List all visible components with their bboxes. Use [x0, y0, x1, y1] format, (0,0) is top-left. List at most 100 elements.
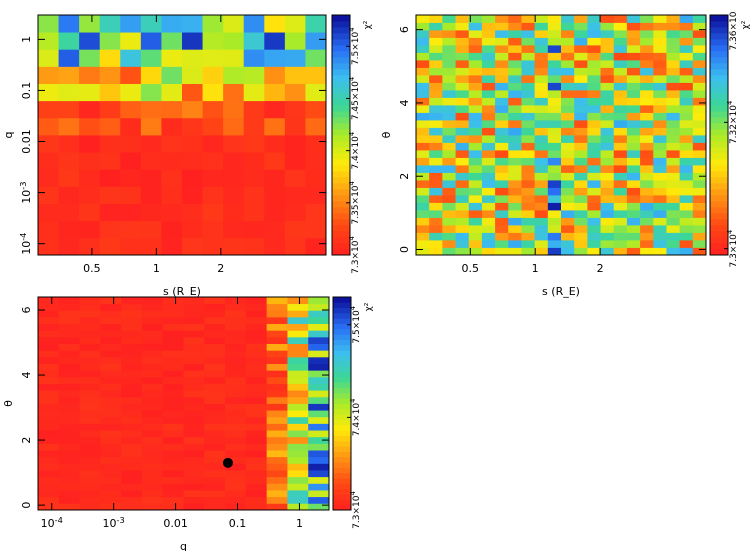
heatmap-cell: [547, 45, 562, 53]
heatmap-cell: [455, 45, 470, 53]
heatmap-cell: [141, 416, 164, 424]
heatmap-cell: [202, 135, 224, 153]
heatmap-cell: [653, 210, 667, 218]
heatmap-cell: [287, 443, 309, 451]
heatmap-cell: [640, 187, 654, 196]
heatmap-cell: [587, 165, 601, 173]
colorbar-segment: [710, 57, 728, 64]
heatmap-cell: [600, 112, 615, 121]
heatmap-cell: [38, 430, 60, 438]
heatmap-cell: [287, 436, 309, 444]
heatmap-cell: [429, 97, 443, 106]
heatmap-cell: [140, 15, 162, 33]
heatmap-cell: [455, 225, 470, 233]
colorbar-tick-label: 7.45×104: [348, 77, 361, 120]
heatmap-cell: [481, 217, 496, 226]
colorbar-segment: [333, 312, 351, 319]
heatmap-cell: [442, 82, 456, 91]
heatmap-cell: [547, 195, 562, 203]
heatmap-cell: [481, 210, 496, 218]
heatmap-cell: [521, 172, 536, 181]
colorbar-segment: [333, 451, 351, 458]
heatmap-cell: [141, 470, 164, 478]
heatmap-cell: [58, 323, 80, 331]
heatmap-cell: [141, 376, 164, 384]
heatmap-cell: [266, 470, 288, 478]
heatmap-cell: [692, 52, 707, 61]
heatmap-cell: [600, 15, 615, 23]
heatmap-cell: [455, 15, 470, 23]
heatmap-cell: [58, 117, 80, 136]
colorbar-segment: [333, 446, 351, 452]
colorbar-segment: [333, 403, 351, 410]
heatmap-cell: [626, 135, 641, 143]
heatmap-cell: [587, 232, 601, 241]
heatmap-cell: [245, 496, 268, 504]
heatmap-cell: [692, 142, 707, 151]
heatmap-cell: [534, 105, 549, 113]
heatmap-cell: [442, 172, 456, 181]
heatmap-cell: [468, 127, 483, 136]
heatmap-cell: [308, 430, 330, 438]
heatmap-cell: [141, 310, 164, 318]
heatmap-cell: [547, 202, 562, 211]
heatmap-cell: [79, 152, 101, 170]
colorbar-segment: [710, 135, 728, 142]
colorbar-label: χ²: [741, 20, 751, 29]
heatmap-cell: [58, 436, 80, 444]
heatmap-cell: [508, 22, 522, 31]
heatmap-cell: [264, 169, 286, 187]
heatmap-cell: [266, 423, 288, 431]
heatmap-cell: [442, 240, 456, 248]
heatmap-cell: [308, 410, 330, 418]
heatmap-cell: [442, 15, 456, 23]
heatmap-cell: [38, 203, 59, 222]
heatmap-cell: [587, 97, 601, 106]
heatmap-cell: [121, 490, 143, 498]
heatmap-cell: [305, 83, 327, 102]
heatmap-cell: [225, 376, 247, 384]
heatmap-cell: [640, 195, 654, 203]
heatmap-cell: [587, 45, 601, 53]
heatmap-cell: [547, 232, 562, 241]
heatmap-cell: [204, 456, 226, 464]
colorbar-segment: [710, 219, 728, 226]
heatmap-cell: [679, 60, 694, 68]
heatmap-cell: [287, 383, 309, 391]
heatmap-cell: [574, 112, 588, 121]
colorbar-segment: [333, 297, 351, 303]
heatmap-cell: [468, 180, 483, 188]
heatmap-cell: [99, 220, 121, 239]
heatmap-cell: [626, 150, 641, 158]
heatmap-cell: [58, 396, 80, 404]
heatmap-cell: [121, 483, 143, 491]
heatmap-cell: [653, 97, 667, 106]
heatmap-cell: [79, 336, 101, 344]
heatmap-cell: [100, 403, 122, 411]
heatmap-cell: [508, 165, 522, 173]
heatmap-cell: [416, 225, 430, 233]
heatmap-cell: [626, 180, 641, 188]
heatmap-cell: [561, 187, 575, 196]
heatmap-cell: [481, 225, 496, 233]
heatmap-cell: [468, 22, 483, 31]
heatmap-cell: [679, 202, 694, 211]
heatmap-cell: [534, 67, 549, 76]
heatmap-cell: [79, 383, 101, 391]
heatmap-cell: [121, 383, 143, 391]
heatmap-cell: [141, 430, 164, 438]
heatmap-cell: [508, 187, 522, 196]
heatmap-cell: [416, 195, 430, 203]
heatmap-cell: [600, 67, 615, 76]
heatmap-cell: [225, 316, 247, 325]
heatmap-cell: [79, 310, 101, 318]
heatmap-cell: [600, 240, 615, 248]
heatmap-cell: [225, 396, 247, 404]
heatmap-cell: [481, 232, 496, 241]
colorbar-tick-label: 7.32×104: [726, 101, 739, 144]
heatmap-cell: [521, 157, 536, 166]
heatmap-cell: [58, 376, 80, 384]
heatmap-cell: [243, 32, 265, 50]
heatmap-cell: [600, 142, 615, 151]
